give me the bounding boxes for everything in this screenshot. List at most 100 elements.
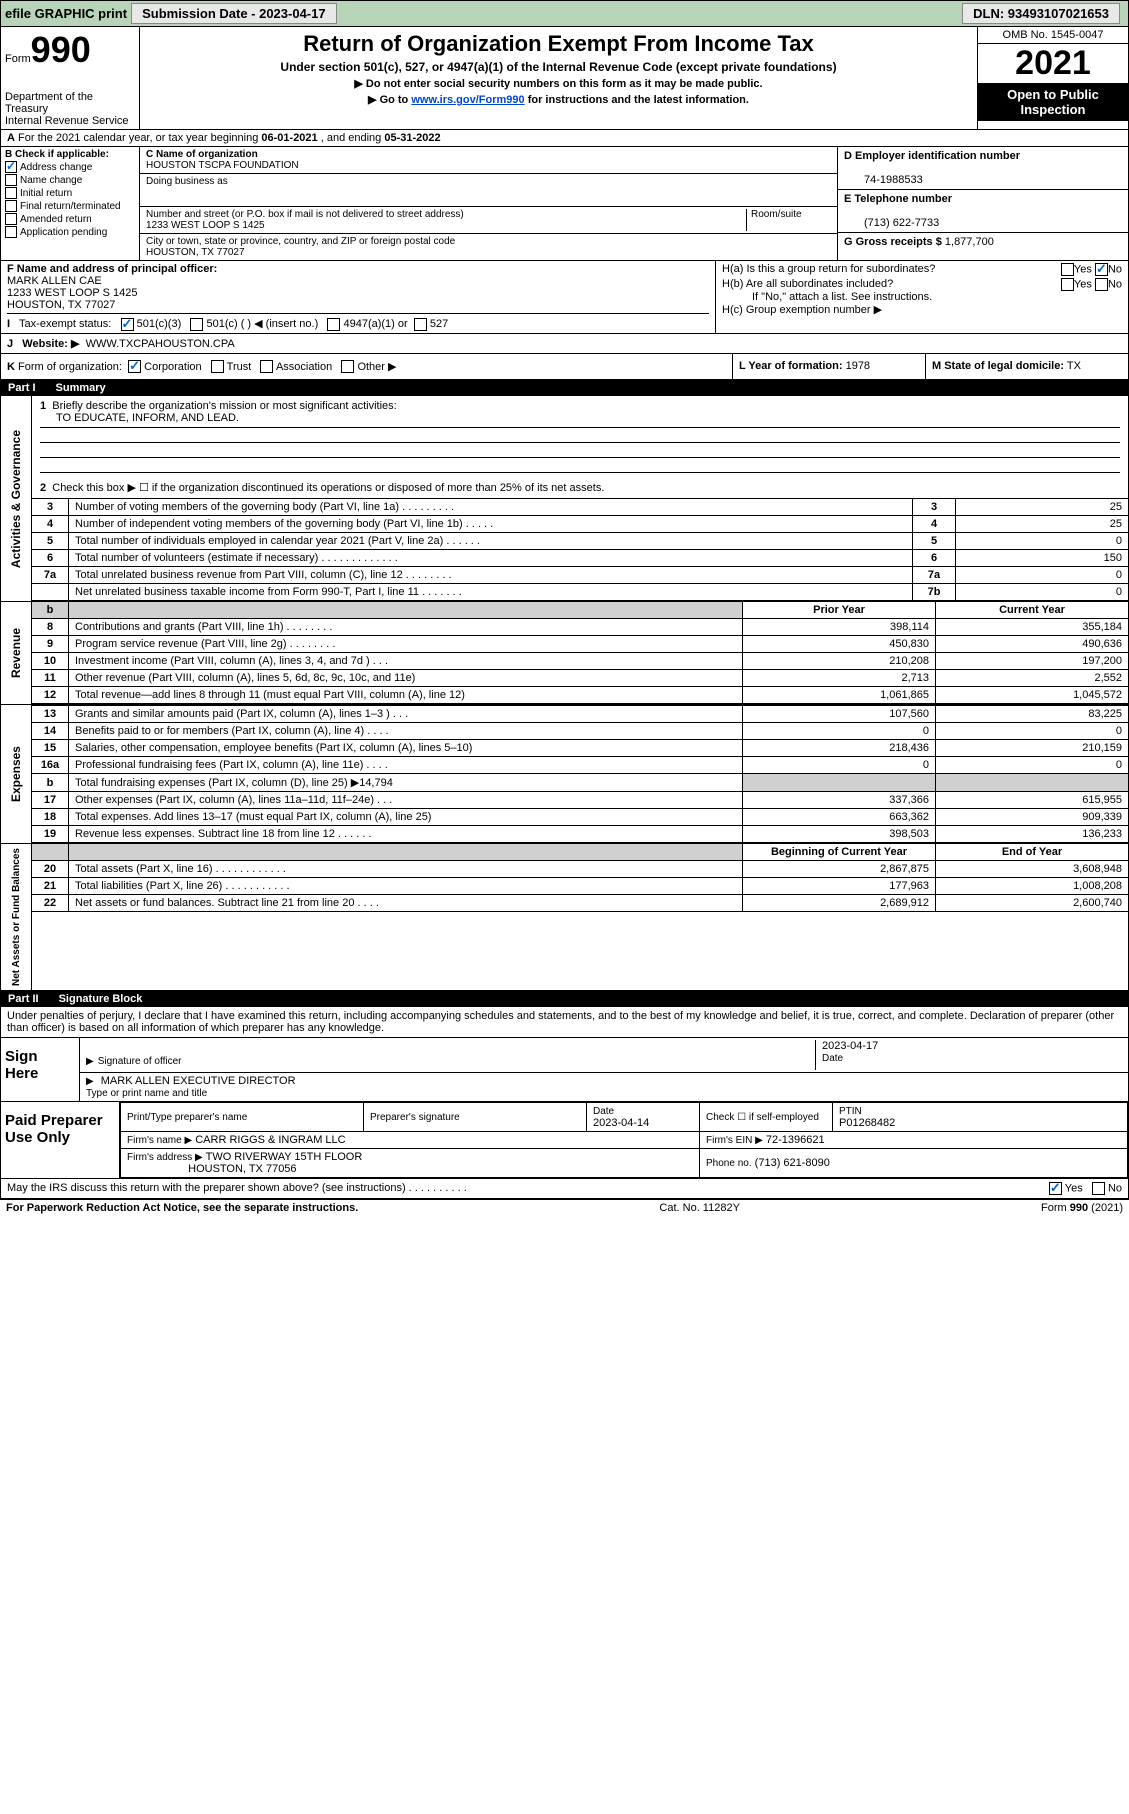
ha-no: No [1108,263,1122,275]
hc-text: H(c) Group exemption number ▶ [722,303,1122,316]
firm-addr2: HOUSTON, TX 77056 [188,1163,296,1175]
discuss-yes-check[interactable] [1049,1182,1062,1195]
form-title: Return of Organization Exempt From Incom… [144,31,973,57]
city-label: City or town, state or province, country… [146,236,455,247]
form-subtitle-1: Under section 501(c), 527, or 4947(a)(1)… [144,60,973,74]
part-1-label: Part I [8,382,36,394]
opt-other: Other ▶ [357,361,396,373]
sig-date: 2023-04-17 [822,1040,878,1052]
part-1-title: Summary [56,382,106,394]
discuss-no: No [1108,1183,1122,1195]
checkbox[interactable] [5,226,17,238]
check-label: Address change [20,162,92,173]
firm-phone: (713) 621-8090 [755,1157,830,1169]
checkbox[interactable] [5,187,17,199]
form-header-right: OMB No. 1545-0047 2021 Open to Public In… [977,27,1128,129]
q1-label: 1 [40,400,46,412]
check-line[interactable]: Final return/terminated [5,200,135,212]
line-m: M State of legal domicile: TX [925,354,1128,380]
discuss-no-check[interactable] [1092,1182,1105,1195]
section-h: H(a) Is this a group return for subordin… [716,261,1128,333]
checkbox[interactable] [5,200,17,212]
line-j: J Website: ▶ WWW.TXCPAHOUSTON.CPA [0,334,1129,354]
check-line[interactable]: Address change [5,161,135,173]
gross-label: G Gross receipts $ [844,236,942,248]
check-501c3[interactable] [121,318,134,331]
signer-name-label: Type or print name and title [86,1088,207,1099]
section-fh: F Name and address of principal officer:… [0,261,1129,334]
line-a: A For the 2021 calendar year, or tax yea… [0,130,1129,147]
ptin-value: P01268482 [839,1117,895,1129]
check-501c[interactable] [190,318,203,331]
firm-ein-label: Firm's EIN ▶ [706,1135,763,1146]
ha-yes: Yes [1074,263,1092,275]
part-2-title: Signature Block [59,993,143,1005]
check-trust[interactable] [211,360,224,373]
signer-name: MARK ALLEN EXECUTIVE DIRECTOR [101,1075,296,1087]
paid-preparer-block: Paid Preparer Use Only Print/Type prepar… [0,1102,1129,1179]
line-j-text: Website: ▶ [22,338,79,350]
tax-year-begin: 06-01-2021 [261,132,317,144]
check-line[interactable]: Name change [5,174,135,186]
line-j-label: J [7,338,13,350]
check-line[interactable]: Application pending [5,226,135,238]
firm-phone-label: Phone no. [706,1158,752,1169]
line-k-label: K [7,361,15,373]
dln-button[interactable]: DLN: 93493107021653 [962,3,1120,24]
officer-label: F Name and address of principal officer: [7,263,217,275]
open-inspection: Open to Public Inspection [978,83,1128,121]
phone-value: (713) 622-7733 [844,217,939,229]
line-k-text: Form of organization: [18,361,122,373]
submission-date-button[interactable]: Submission Date - 2023-04-17 [131,3,337,24]
check-label: Initial return [20,188,72,199]
check-4947[interactable] [327,318,340,331]
opt-501c: 501(c) ( ) ◀ (insert no.) [206,318,318,330]
line-a-label: A [7,132,15,144]
penalties-text: Under penalties of perjury, I declare th… [0,1007,1129,1038]
part-2-header: Part II Signature Block [0,991,1129,1007]
name-label: C Name of organization [146,149,258,160]
check-corp[interactable] [128,360,141,373]
check-line[interactable]: Initial return [5,187,135,199]
opt-527: 527 [430,318,448,330]
ptin-label: PTIN [839,1106,862,1117]
ha-no-check[interactable] [1095,263,1108,276]
check-line[interactable]: Amended return [5,213,135,225]
check-other[interactable] [341,360,354,373]
discuss-text: May the IRS discuss this return with the… [7,1182,467,1195]
officer-addr2: HOUSTON, TX 77027 [7,299,115,311]
firm-ein: 72-1396621 [766,1134,825,1146]
omb-label: OMB No. 1545-0047 [978,27,1128,44]
line-l-label: L Year of formation: [739,360,843,372]
irs-link[interactable]: www.irs.gov/Form990 [411,94,524,106]
check-527[interactable] [414,318,427,331]
room-label: Room/suite [751,209,802,220]
form-subtitle-2: ▶ Do not enter social security numbers o… [144,77,973,90]
footer: For Paperwork Reduction Act Notice, see … [0,1199,1129,1216]
opt-trust: Trust [227,361,252,373]
checkbox[interactable] [5,174,17,186]
check-label: Application pending [20,227,107,238]
check-assoc[interactable] [260,360,273,373]
q1-answer: TO EDUCATE, INFORM, AND LEAD. [40,412,239,424]
hb-text: H(b) Are all subordinates included? [722,278,893,291]
expenses-table: 13Grants and similar amounts paid (Part … [32,705,1128,843]
line-a-mid: , and ending [321,132,385,144]
hb-yes-check[interactable] [1061,278,1074,291]
hb-no: No [1108,278,1122,290]
line-k: K Form of organization: Corporation Trus… [1,354,732,380]
irs-label: Internal Revenue Service [5,115,135,127]
checkbox[interactable] [5,213,17,225]
footer-left: For Paperwork Reduction Act Notice, see … [6,1202,358,1214]
opt-assoc: Association [276,361,332,373]
dba-label: Doing business as [146,176,228,187]
ha-yes-check[interactable] [1061,263,1074,276]
gross-value: 1,877,700 [945,236,994,248]
ein-label: D Employer identification number [844,150,1020,162]
q2-text: Check this box ▶ ☐ if the organization d… [52,482,604,494]
sig-date-label: Date [822,1053,843,1064]
form-header-center: Return of Organization Exempt From Incom… [140,27,977,129]
checkbox[interactable] [5,161,17,173]
state-domicile: TX [1067,360,1081,372]
hb-no-check[interactable] [1095,278,1108,291]
